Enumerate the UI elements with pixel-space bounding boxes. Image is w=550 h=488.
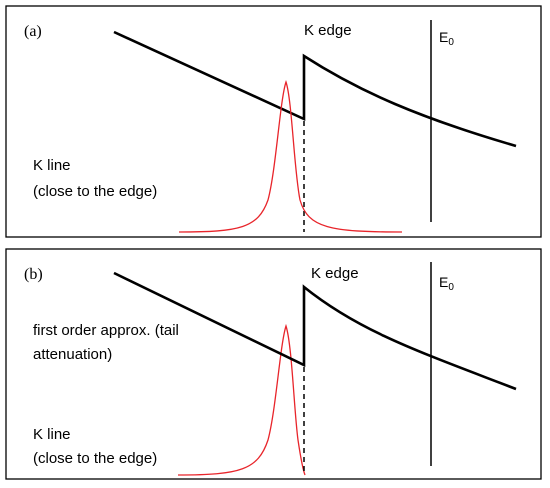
panel-a: (a) K edge E0 K line (close to the edge): [5, 5, 542, 238]
panel-b-label: (b): [24, 266, 43, 283]
panel-a-absorption-curve: [113, 30, 517, 148]
panel-a-k-line-label: K line: [33, 157, 71, 174]
panel-b-absorption-curve: [113, 271, 517, 391]
panel-b: (b) K edge E0 first order approx. (tail …: [5, 248, 542, 480]
panel-b-frame: [5, 248, 542, 480]
panel-b-k-line-label: K line: [33, 426, 71, 443]
panel-a-e0-label: E0: [439, 29, 454, 48]
panel-b-approx-label: first order approx. (tail: [33, 322, 179, 339]
panel-b-k-line-peak: [177, 323, 306, 476]
panel-a-k-line-peak: [178, 79, 403, 233]
panel-b-e0-label: E0: [439, 274, 454, 293]
panel-a-label: (a): [24, 23, 42, 40]
panel-a-frame: [5, 5, 542, 238]
panel-b-edge-label: K edge: [311, 265, 359, 282]
panel-a-k-line-sublabel: (close to the edge): [33, 183, 157, 200]
panel-a-edge-label: K edge: [304, 22, 352, 39]
panel-b-k-line-sublabel: (close to the edge): [33, 450, 157, 467]
panel-b-approx-sublabel: attenuation): [33, 346, 112, 363]
